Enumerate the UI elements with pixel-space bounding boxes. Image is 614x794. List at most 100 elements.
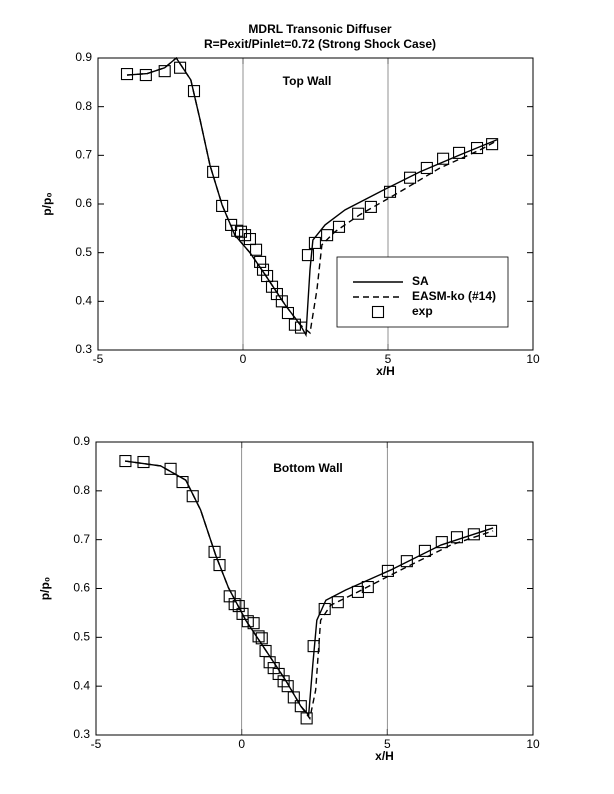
marker xyxy=(437,152,450,165)
marker xyxy=(486,138,499,151)
marker xyxy=(228,598,241,611)
marker xyxy=(484,524,498,537)
marker xyxy=(364,200,377,213)
marker xyxy=(243,232,257,246)
y-axis-label: p/p₀ xyxy=(40,192,54,215)
marker xyxy=(187,85,201,98)
marker xyxy=(307,640,320,653)
legend-label: EASM-ko (#14) xyxy=(412,289,496,303)
y-tick-label: 0.4 xyxy=(73,678,90,692)
marker xyxy=(186,490,199,503)
marker xyxy=(207,165,220,178)
y-tick-label: 0.5 xyxy=(75,245,92,259)
marker xyxy=(281,680,294,693)
marker xyxy=(139,68,152,82)
legend-label: exp xyxy=(412,304,433,318)
marker xyxy=(331,596,344,609)
marker xyxy=(137,455,150,469)
marker xyxy=(435,536,448,549)
marker xyxy=(301,249,315,262)
marker xyxy=(213,559,226,572)
y-tick-label: 0.3 xyxy=(73,727,90,741)
x-tick-label: 0 xyxy=(240,352,247,366)
x-tick-label: 10 xyxy=(526,737,540,751)
marker xyxy=(361,580,374,594)
x-axis-label: x/H xyxy=(375,749,394,763)
y-tick-label: 0.4 xyxy=(75,294,92,308)
marker xyxy=(452,146,466,159)
marker xyxy=(174,61,187,74)
annotation: Bottom Wall xyxy=(273,461,343,475)
marker xyxy=(158,65,171,78)
chart-title: MDRL Transonic Diffuser xyxy=(248,22,391,36)
marker xyxy=(216,199,229,212)
marker xyxy=(400,555,413,568)
x-tick-label: 5 xyxy=(385,352,392,366)
y-tick-label: 0.7 xyxy=(73,532,90,546)
marker xyxy=(252,630,265,643)
marker xyxy=(234,225,248,238)
marker xyxy=(383,185,397,198)
marker xyxy=(418,544,431,557)
marker xyxy=(231,224,244,237)
marker xyxy=(254,255,267,268)
y-tick-label: 0.5 xyxy=(73,630,90,644)
x-axis-label: x/H xyxy=(376,364,395,378)
y-tick-label: 0.7 xyxy=(75,148,92,162)
y-tick-label: 0.9 xyxy=(75,50,92,64)
marker xyxy=(321,229,334,242)
marker xyxy=(288,318,301,331)
plot-frame xyxy=(97,57,534,351)
legend-label: SA xyxy=(412,274,429,288)
y-tick-label: 0.6 xyxy=(73,581,90,595)
marker xyxy=(120,68,134,81)
annotation: Top Wall xyxy=(283,74,332,88)
marker xyxy=(300,712,313,725)
marker xyxy=(270,287,283,301)
marker xyxy=(467,528,480,541)
x-tick-label: 0 xyxy=(238,737,245,751)
marker xyxy=(232,600,245,613)
y-tick-label: 0.6 xyxy=(75,196,92,210)
line xyxy=(125,460,494,721)
marker xyxy=(332,220,346,233)
marker xyxy=(277,675,290,688)
marker xyxy=(287,691,300,704)
x-tick-label: -5 xyxy=(91,737,102,751)
marker xyxy=(450,531,464,544)
marker xyxy=(275,295,288,308)
marker xyxy=(381,564,394,577)
marker xyxy=(470,141,484,155)
chart-subtitle: R=Pexit/Pinlet=0.72 (Strong Shock Case) xyxy=(204,37,436,51)
marker xyxy=(281,306,295,320)
line xyxy=(125,460,494,717)
marker xyxy=(238,229,252,242)
marker xyxy=(351,585,364,598)
marker xyxy=(420,161,433,175)
legend-marker xyxy=(371,305,385,319)
marker xyxy=(308,236,321,249)
plot: -5 0 5 10 0.3 0.4 0.5 0.6 0.7 0.8 0.9 x/H p/p₀ Bottom… xyxy=(38,434,540,763)
marker xyxy=(250,243,263,256)
marker xyxy=(176,475,189,489)
y-tick-label: 0.8 xyxy=(73,483,90,497)
marker xyxy=(352,207,365,220)
y-tick-label: 0.8 xyxy=(75,99,92,113)
marker xyxy=(318,602,331,616)
marker xyxy=(119,454,132,468)
marker xyxy=(294,321,308,334)
x-tick-label: 5 xyxy=(384,737,391,751)
y-tick-label: 0.3 xyxy=(75,342,92,356)
y-axis-label: p/p₀ xyxy=(38,577,52,600)
x-tick-label: 10 xyxy=(526,352,540,366)
marker xyxy=(255,632,268,645)
line xyxy=(126,56,498,338)
marker xyxy=(256,263,270,276)
y-tick-label: 0.9 xyxy=(73,434,90,448)
marker xyxy=(265,280,279,293)
plot-frame xyxy=(95,441,534,736)
marker xyxy=(294,700,307,713)
